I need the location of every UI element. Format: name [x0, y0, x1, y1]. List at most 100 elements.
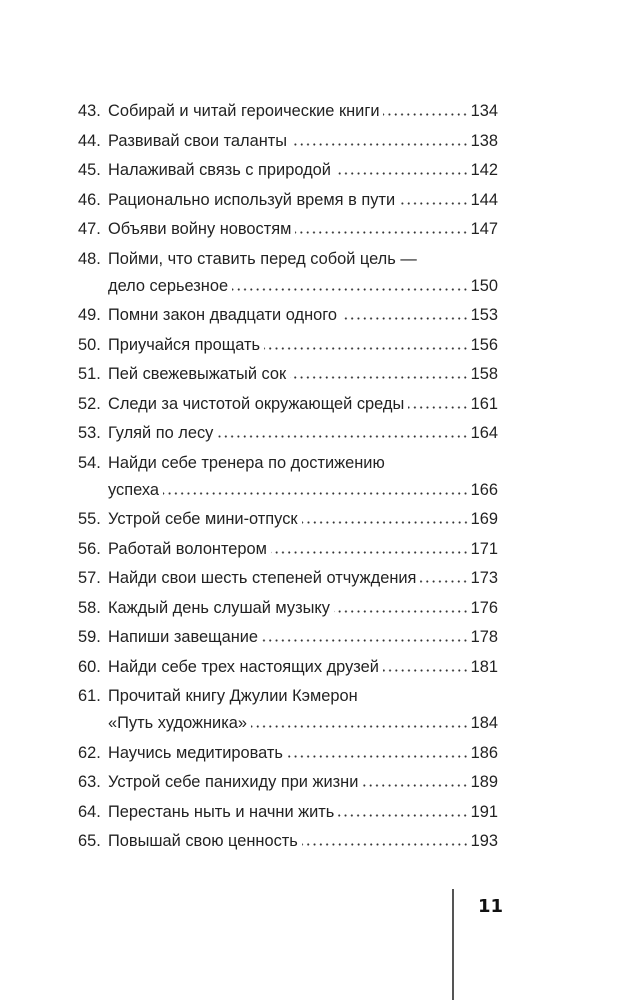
dot-leader	[264, 346, 469, 350]
entry-title: Устрой себе панихиду при жизни	[108, 773, 359, 791]
dot-leader	[286, 754, 469, 758]
toc-entry[interactable]: 45. Налаживай связь с природой 142	[78, 159, 498, 181]
toc-entry[interactable]: 54. Найди себе тренера по достижению успех…	[78, 452, 498, 501]
toc-entry[interactable]: 50. Приучайся прощать 156	[78, 334, 498, 356]
toc-entry[interactable]: 60. Найди себе трех настоящих друзей 181	[78, 656, 498, 678]
dot-leader	[340, 317, 469, 320]
entry-title: Пей свежевыжатый сок	[108, 365, 287, 383]
toc-entry-line: дело серьезное 150	[78, 275, 498, 297]
entry-number: 46.	[78, 190, 101, 209]
entry-number: 52.	[78, 394, 101, 413]
entry-page: 193	[470, 832, 498, 850]
entry-title: Следи за чистотой окружающей среды	[108, 394, 405, 413]
toc-entry-line: 60. Найди себе трех настоящих друзей 181	[78, 656, 498, 678]
toc-entry[interactable]: 44. Развивай свои таланты 138	[78, 130, 498, 152]
entry-page: 161	[470, 394, 498, 413]
entry-title: Найди себе тренера по достижению	[108, 453, 385, 472]
entry-number: 57.	[78, 569, 101, 587]
entry-number: 58.	[78, 598, 101, 617]
toc-entry-line: 55. Устрой себе мини-отпуск 169	[78, 508, 498, 530]
toc-entry[interactable]: 63. Устрой себе панихиду при жизни 189	[78, 771, 498, 793]
entry-title: успеха	[108, 480, 159, 499]
toc-entry-line: 52. Следи за чистотой окружающей среды 161	[78, 393, 498, 415]
entry-page: 142	[470, 161, 498, 179]
toc-entry[interactable]: 49. Помни закон двадцати одного 153	[78, 304, 498, 326]
toc-entry-line: 59. Напиши завещание 178	[78, 626, 498, 648]
toc-entry[interactable]: 51. Пей свежевыжатый сок 158	[78, 363, 498, 385]
entry-number: 65.	[78, 832, 101, 850]
entry-title: Собирай и читай героические книги	[108, 102, 380, 120]
dot-leader	[382, 668, 469, 672]
toc-entry[interactable]: 47. Объяви войну новостям 147	[78, 218, 498, 240]
entry-page: 184	[470, 714, 498, 732]
entry-page: 178	[470, 628, 498, 646]
toc-entry[interactable]: 53. Гуляй по лесу 164	[78, 422, 498, 444]
entry-number: 64.	[78, 802, 101, 821]
entry-title: Научись медитировать	[108, 743, 283, 762]
toc-entry[interactable]: 65. Повышай свою ценность 193	[78, 830, 498, 852]
entry-page: 164	[470, 424, 498, 442]
dot-leader	[420, 580, 469, 583]
entry-number: 43.	[78, 102, 101, 120]
dot-leader	[217, 435, 469, 438]
entry-page: 186	[470, 743, 498, 762]
entry-title: Рационально используй время в пути	[108, 190, 396, 209]
toc-entry-line: 54. Найди себе тренера по достижению	[78, 452, 498, 474]
entry-number: 61.	[78, 687, 101, 705]
entry-page: 176	[470, 598, 498, 617]
toc-entry[interactable]: 62. Научись медитировать 186	[78, 742, 498, 764]
toc-entry-line: 44. Развивай свои таланты 138	[78, 130, 498, 152]
entry-page: 150	[470, 276, 498, 295]
entry-number: 59.	[78, 628, 101, 646]
table-of-contents: 43. Собирай и читай героические книги 134 4…	[78, 100, 498, 860]
entry-number: 56.	[78, 539, 101, 558]
entry-title: Помни закон двадцати одного	[108, 306, 337, 324]
entry-number: 55.	[78, 510, 101, 528]
entry-title: Повышай свою ценность	[108, 832, 298, 850]
toc-entry[interactable]: 64. Перестань ныть и начни жить 191	[78, 801, 498, 823]
entry-page: 153	[470, 306, 498, 324]
dot-leader	[270, 550, 469, 554]
toc-entry-line: 63. Устрой себе панихиду при жизни 189	[78, 771, 498, 793]
entry-title: Перестань ныть и начни жить	[108, 802, 335, 821]
toc-entry-line: 58. Каждый день слушай музыку 176	[78, 597, 498, 619]
toc-entry[interactable]: 52. Следи за чистотой окружающей среды 161	[78, 393, 498, 415]
toc-entry[interactable]: 57. Найди свои шесть степеней отчуждения 1…	[78, 567, 498, 589]
dot-leader	[290, 376, 469, 379]
toc-entry[interactable]: 61. Прочитай книгу Джулии Кэмерон «Путь ху…	[78, 685, 498, 734]
entry-page: 138	[470, 131, 498, 150]
margin-rule	[452, 889, 454, 1000]
dot-leader	[295, 231, 469, 234]
toc-entry-line: 49. Помни закон двадцати одного 153	[78, 304, 498, 326]
entry-number: 49.	[78, 306, 101, 324]
toc-entry-line: «Путь художника» 184	[78, 712, 498, 734]
toc-entry[interactable]: 59. Напиши завещание 178	[78, 626, 498, 648]
toc-entry-line: 62. Научись медитировать 186	[78, 742, 498, 764]
entry-title: Найди свои шесть степеней отчуждения	[108, 569, 417, 587]
entry-title: Напиши завещание	[108, 628, 259, 646]
toc-entry[interactable]: 55. Устрой себе мини-отпуск 169	[78, 508, 498, 530]
entry-page: 191	[470, 802, 498, 821]
dot-leader	[232, 287, 469, 291]
dot-leader	[291, 142, 469, 146]
entry-title: Развивай свои таланты	[108, 131, 288, 150]
entry-page: 147	[470, 220, 498, 238]
entry-number: 54.	[78, 453, 101, 472]
entry-number: 48.	[78, 249, 101, 268]
toc-entry[interactable]: 56. Работай волонтером 171	[78, 538, 498, 560]
dot-leader	[334, 172, 469, 175]
toc-entry[interactable]: 46. Рационально используй время в пути 144	[78, 189, 498, 211]
toc-entry[interactable]: 43. Собирай и читай героические книги 134	[78, 100, 498, 122]
toc-entry[interactable]: 48. Пойми, что ставить перед собой цель —…	[78, 248, 498, 297]
entry-page: 158	[470, 365, 498, 383]
dot-leader	[338, 813, 469, 817]
entry-number: 53.	[78, 424, 101, 442]
toc-entry-line: 50. Приучайся прощать 156	[78, 334, 498, 356]
toc-entry-line: 51. Пей свежевыжатый сок 158	[78, 363, 498, 385]
entry-number: 44.	[78, 131, 101, 150]
toc-entry-line: 48. Пойми, что ставить перед собой цель —	[78, 248, 498, 270]
toc-entry[interactable]: 58. Каждый день слушай музыку 176	[78, 597, 498, 619]
entry-page: 166	[470, 480, 498, 499]
entry-title: Каждый день слушай музыку	[108, 598, 330, 617]
toc-entry-line: 57. Найди свои шесть степеней отчуждения 1…	[78, 567, 498, 589]
